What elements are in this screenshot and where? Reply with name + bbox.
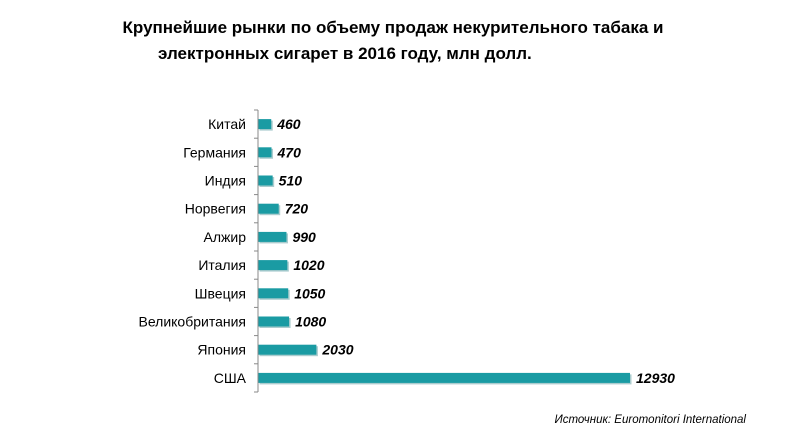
value-label: 12930	[636, 370, 675, 386]
category-label: Алжир	[204, 229, 247, 245]
bar-4	[258, 203, 279, 214]
bar-8	[258, 316, 290, 327]
bar-7	[258, 288, 289, 299]
value-label: 460	[276, 116, 301, 132]
labels-layer: Китай 460 Германия 470 Индия 510 Норвегия 720 Ал…	[138, 116, 675, 386]
chart-title-line-1: Крупнейшие рынки по объему продаж некури…	[122, 18, 664, 37]
bar-10	[258, 372, 630, 383]
category-label: Швеция	[195, 285, 246, 301]
category-label: Италия	[198, 257, 246, 273]
value-label: 720	[285, 201, 309, 217]
value-label: 2030	[321, 342, 353, 358]
value-label: 510	[279, 173, 303, 189]
axis-layer	[254, 109, 259, 393]
bar-9	[258, 344, 317, 355]
value-label: 990	[292, 229, 316, 245]
category-label: Германия	[183, 144, 246, 160]
category-label: Япония	[197, 342, 246, 358]
bar-1	[258, 119, 272, 130]
category-label: Китай	[208, 116, 246, 132]
value-label: 470	[277, 144, 302, 160]
value-label: 1080	[295, 314, 326, 330]
bars-layer	[258, 119, 632, 385]
bar-5	[258, 231, 287, 242]
category-label: Великобритания	[138, 314, 246, 330]
value-label: 1020	[293, 257, 324, 273]
bar-6	[258, 260, 288, 271]
category-label: США	[214, 370, 247, 386]
value-label: 1050	[294, 285, 325, 301]
category-label: Норвегия	[185, 201, 246, 217]
bar-2	[258, 147, 272, 158]
category-label: Индия	[205, 173, 246, 189]
bar-3	[258, 175, 273, 186]
chart-title-line-2: электронных сигарет в 2016 году, млн дол…	[158, 44, 532, 63]
source-note: Источник: Euromonitori International	[554, 414, 747, 426]
